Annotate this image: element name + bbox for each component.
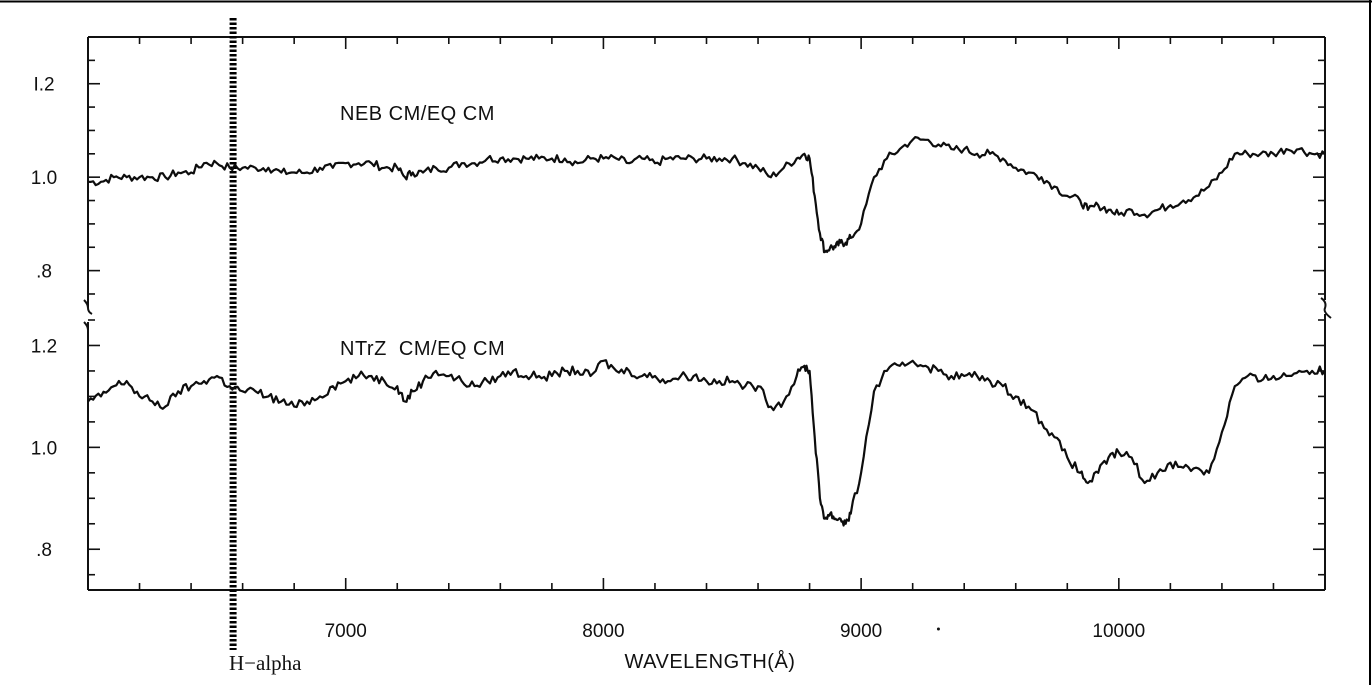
lower-panel-label: NTrZ CM/EQ CM bbox=[340, 338, 505, 360]
y-tick-label-lower: 1.0 bbox=[31, 438, 57, 459]
series-line-lower bbox=[87, 359, 1326, 527]
y-tick-label-lower: .8 bbox=[36, 540, 52, 561]
axis-dot-mark bbox=[936, 627, 940, 631]
x-tick-label: 7000 bbox=[325, 621, 367, 642]
y-tick-label-lower: 1.2 bbox=[31, 336, 57, 357]
series-line-upper bbox=[87, 136, 1326, 254]
y-tick-label-upper: 1.0 bbox=[31, 168, 57, 189]
left-axis-break-upper bbox=[83, 299, 93, 315]
h-alpha-label: H−alpha bbox=[229, 651, 302, 675]
y-tick-label-upper: .8 bbox=[36, 262, 52, 283]
right-axis-break bbox=[1320, 297, 1332, 319]
upper-panel-label: NEB CM/EQ CM bbox=[340, 103, 495, 125]
x-tick-label: 8000 bbox=[582, 621, 624, 642]
y-tick-label-upper: I.2 bbox=[33, 75, 54, 96]
x-axis-label: WAVELENGTH(Å) bbox=[625, 650, 796, 673]
series-layer bbox=[87, 136, 1326, 527]
x-tick-label: 9000 bbox=[840, 621, 882, 642]
x-tick-label: 10000 bbox=[1092, 621, 1145, 642]
left-axis-break-lower bbox=[83, 321, 89, 331]
labels-layer: NEB CM/EQ CM NTrZ CM/EQ CM WAVELENGTH(Å)… bbox=[229, 103, 795, 675]
axes-layer: 7000 8000 9000 10000 .8 1.0 I.2 .8 1.0 1.2 bbox=[31, 18, 1332, 650]
